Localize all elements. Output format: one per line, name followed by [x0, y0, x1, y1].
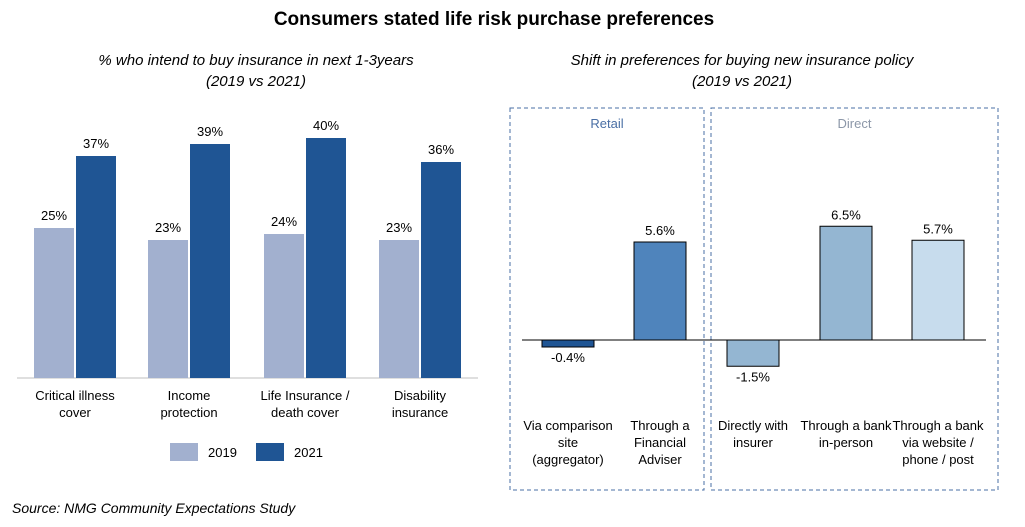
right-chart-title: Shift in preferences for buying new insu…: [571, 52, 915, 69]
bar-2019: [34, 228, 74, 378]
bar-2019: [148, 240, 188, 378]
bar: [911, 239, 965, 341]
left-bar-chart: 25% 23% 24% 23% 37% 39% 40% 36% Critical illness…: [17, 118, 478, 461]
category-label: Life Insurance /: [261, 388, 350, 403]
category-label: Directly with: [718, 418, 788, 433]
category-label: insurer: [733, 435, 773, 450]
category-label: via website /: [902, 435, 974, 450]
category-label: Through a bank: [800, 418, 892, 433]
bar-2019: [379, 240, 419, 378]
category-label: death cover: [271, 405, 340, 420]
group-box-direct: [710, 107, 999, 491]
data-label: 5.7%: [923, 221, 953, 236]
right-chart-subtitle: (2019 vs 2021): [692, 73, 792, 90]
category-label: site: [558, 435, 578, 450]
category-label: Critical illness: [35, 388, 115, 403]
group-label-retail: Retail: [590, 116, 623, 131]
left-chart-subtitle: (2019 vs 2021): [206, 73, 306, 90]
legend-swatch-2019: [170, 443, 198, 461]
main-title: Consumers stated life risk purchase pref…: [274, 9, 714, 30]
category-label: Financial: [634, 435, 686, 450]
data-label: 24%: [271, 214, 297, 229]
data-label: 40%: [313, 118, 339, 133]
data-label: 23%: [386, 220, 412, 235]
bar-2021: [190, 144, 230, 378]
legend-swatch-2021: [256, 443, 284, 461]
category-label: cover: [59, 405, 91, 420]
data-label: 5.6%: [645, 223, 675, 238]
category-label: Income: [168, 388, 211, 403]
right-bar-chart: Retail Direct -0.4% 5.6% -1.5% 6.5% 5.7% Via co…: [509, 107, 999, 491]
data-label: 6.5%: [831, 207, 861, 222]
bar-2021: [421, 162, 461, 378]
data-label: 37%: [83, 136, 109, 151]
data-label: -1.5%: [736, 369, 770, 384]
category-label: Through a: [630, 418, 690, 433]
legend-label-2021: 2021: [294, 445, 323, 460]
category-label: Disability: [394, 388, 447, 403]
category-label: (aggregator): [532, 452, 604, 467]
data-label: 36%: [428, 142, 454, 157]
category-label: phone / post: [902, 452, 974, 467]
source-note: Source: NMG Community Expectations Study: [12, 500, 296, 516]
category-label: Adviser: [638, 452, 682, 467]
category-label: Through a bank: [892, 418, 984, 433]
data-label: -0.4%: [551, 350, 585, 365]
bar: [726, 339, 780, 367]
data-label: 39%: [197, 124, 223, 139]
category-label: insurance: [392, 405, 448, 420]
category-label: protection: [160, 405, 217, 420]
bar: [541, 339, 595, 348]
category-label: in-person: [819, 435, 873, 450]
legend-label-2019: 2019: [208, 445, 237, 460]
bar: [819, 225, 873, 341]
bar-2021: [306, 138, 346, 378]
bar-2021: [76, 156, 116, 378]
group-label-direct: Direct: [838, 116, 872, 131]
left-chart-title: % who intend to buy insurance in next 1-…: [98, 52, 414, 69]
category-label: Via comparison: [523, 418, 612, 433]
group-box-retail: [509, 107, 705, 491]
data-label: 25%: [41, 208, 67, 223]
bar: [633, 241, 687, 341]
bar-2019: [264, 234, 304, 378]
data-label: 23%: [155, 220, 181, 235]
